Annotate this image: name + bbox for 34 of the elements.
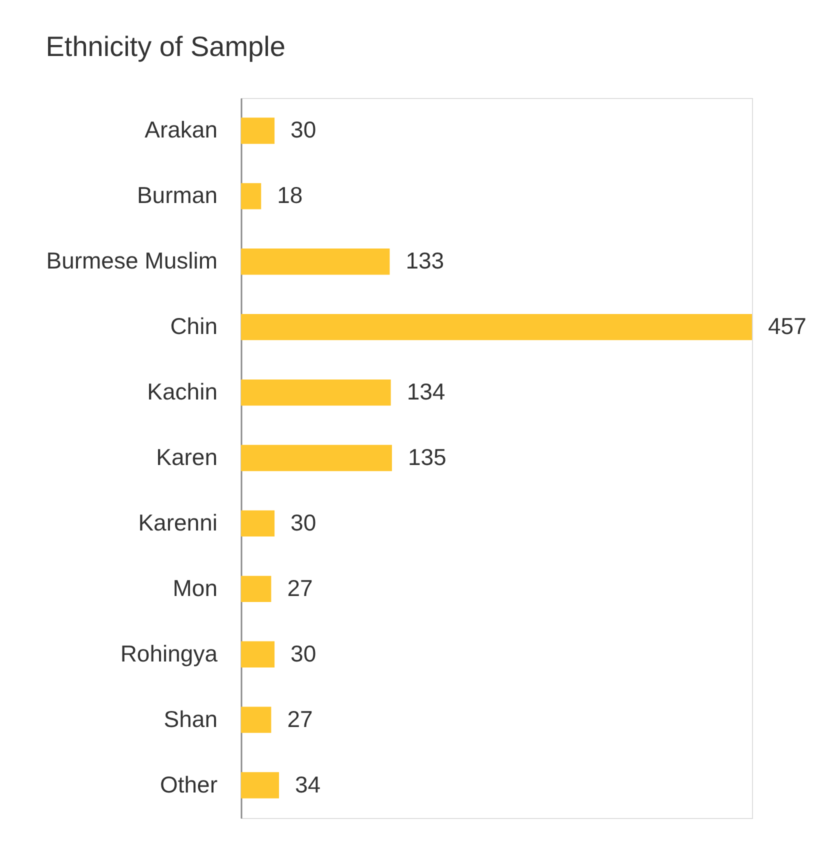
bar bbox=[241, 510, 275, 537]
data-label: 133 bbox=[406, 248, 444, 274]
data-label: 27 bbox=[287, 706, 313, 732]
y-tick-label: Karen bbox=[156, 444, 218, 470]
data-label: 30 bbox=[290, 509, 316, 536]
data-label: 135 bbox=[408, 444, 446, 470]
data-label: 34 bbox=[295, 771, 321, 798]
bar bbox=[241, 118, 275, 144]
y-tick-label: Other bbox=[160, 771, 218, 798]
y-tick-label: Burman bbox=[136, 182, 218, 208]
y-tick-label: Karenni bbox=[138, 509, 218, 536]
bar bbox=[241, 641, 275, 668]
bar bbox=[241, 248, 390, 275]
data-label: 457 bbox=[768, 313, 806, 340]
y-tick-label: Arakan bbox=[144, 116, 218, 143]
bar bbox=[241, 183, 262, 210]
data-label: 30 bbox=[290, 116, 316, 143]
bar bbox=[241, 576, 272, 602]
y-tick-label: Mon bbox=[172, 574, 218, 601]
y-tick-label: Shan bbox=[164, 706, 218, 732]
data-label: 27 bbox=[287, 574, 313, 601]
y-tick-label: Chin bbox=[170, 313, 218, 340]
y-tick-label: Burmese Muslim bbox=[46, 248, 218, 274]
bar bbox=[241, 314, 752, 340]
data-label: 18 bbox=[277, 182, 303, 208]
chart-title: Ethnicity of Sample bbox=[46, 31, 286, 62]
y-tick-label: Kachin bbox=[147, 378, 218, 405]
data-label: 134 bbox=[406, 378, 446, 405]
y-tick-label: Rohingya bbox=[120, 640, 218, 666]
data-label: 30 bbox=[290, 640, 316, 666]
bar bbox=[241, 772, 280, 798]
bar bbox=[241, 444, 392, 472]
bar bbox=[241, 706, 272, 733]
bar bbox=[241, 379, 391, 406]
